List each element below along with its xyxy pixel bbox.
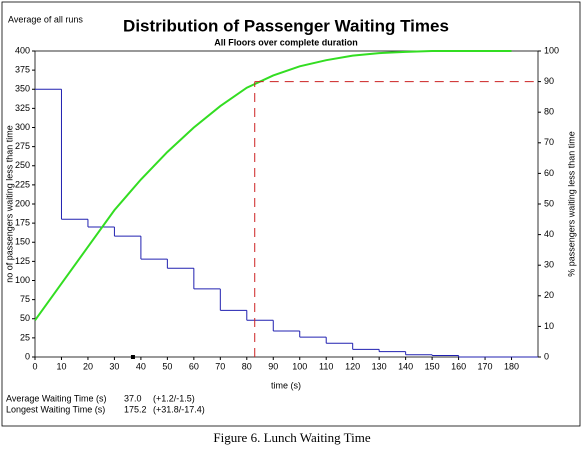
y2-tick-label: 80	[544, 107, 554, 117]
y-tick-label: 300	[15, 122, 30, 132]
y-tick-label: 375	[15, 65, 30, 75]
x-tick-label: 10	[56, 361, 66, 371]
y-tick-label: 75	[20, 294, 30, 304]
y-tick-label: 0	[25, 351, 30, 361]
y-tick-label: 125	[15, 256, 30, 266]
chart-subtitle: All Floors over complete duration	[214, 37, 358, 47]
y-tick-label: 350	[15, 84, 30, 94]
y2-tick-label: 90	[544, 76, 554, 86]
chart-border	[1, 1, 581, 427]
y2-tick-label: 50	[544, 198, 554, 208]
stat-label: Longest Waiting Time (s)	[6, 404, 105, 414]
x-tick-label: 40	[136, 361, 146, 371]
stat-label: Average Waiting Time (s)	[6, 393, 107, 403]
y2-tick-label: 30	[544, 260, 554, 270]
x-tick-label: 50	[162, 361, 172, 371]
x-tick-label: 100	[292, 361, 307, 371]
x-tick-label: 170	[478, 361, 493, 371]
y-tick-label: 100	[15, 275, 30, 285]
y-tick-label: 150	[15, 237, 30, 247]
y-tick-label: 225	[15, 179, 30, 189]
x-tick-label: 130	[372, 361, 387, 371]
y-axis-label: no of passengers waiting less than time	[4, 125, 14, 283]
x-tick-label: 0	[32, 361, 37, 371]
x-tick-label: 110	[319, 361, 333, 371]
x-tick-label: 90	[268, 361, 278, 371]
x-tick-label: 140	[398, 361, 413, 371]
x-tick-label: 150	[425, 361, 440, 371]
series-line	[34, 50, 512, 321]
x-tick-label: 180	[504, 361, 519, 371]
x-axis-label: time (s)	[271, 380, 301, 390]
y-tick-label: 275	[15, 141, 30, 151]
x-tick-label: 70	[215, 361, 225, 371]
x-tick-label: 160	[451, 361, 466, 371]
y-tick-label: 50	[20, 313, 30, 323]
y2-tick-label: 40	[544, 229, 554, 239]
stat-range: (+31.8/-17.4)	[153, 404, 205, 414]
average-marker	[130, 355, 135, 359]
y-tick-label: 325	[15, 103, 30, 113]
caption: Figure 6. Lunch Waiting Time	[213, 430, 370, 445]
y-tick-label: 25	[20, 332, 30, 342]
y2-tick-label: 60	[544, 168, 554, 178]
x-tick-label: 20	[83, 361, 93, 371]
x-tick-label: 120	[345, 361, 360, 371]
x-tick-label: 80	[242, 361, 252, 371]
x-tick-label: 60	[189, 361, 199, 371]
plot-frame	[34, 50, 539, 358]
y-tick-label: 400	[15, 45, 30, 55]
note: Average of all runs	[8, 14, 83, 24]
y2-tick-label: 0	[544, 351, 549, 361]
y-tick-label: 250	[15, 160, 30, 170]
y2-tick-label: 70	[544, 137, 554, 147]
y-tick-label: 200	[15, 198, 30, 208]
y-tick-label: 175	[15, 218, 30, 228]
y2-tick-label: 100	[544, 45, 559, 55]
x-tick-label: 30	[109, 361, 119, 371]
y2-tick-label: 20	[544, 290, 554, 300]
y2-tick-label: 10	[544, 321, 554, 331]
chart-title: Distribution of Passenger Waiting Times	[123, 16, 449, 35]
y2-axis-label: % passengers waiting less than time	[566, 131, 576, 277]
stat-value: 175.2	[124, 404, 147, 414]
stat-value: 37.0	[124, 393, 142, 403]
stat-range: (+1.2/-1.5)	[153, 393, 195, 403]
